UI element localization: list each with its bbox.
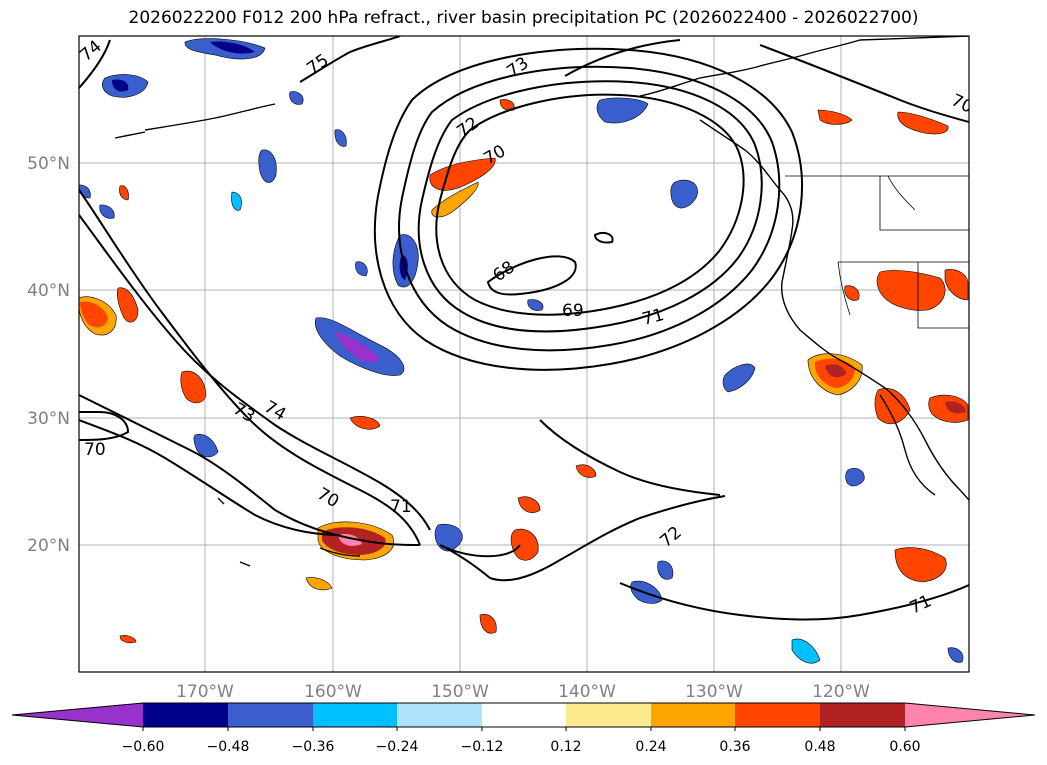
map-title: 2026022200 F012 200 hPa refract., river … (128, 8, 919, 28)
colorbar-segment (905, 703, 1035, 727)
gridlines (79, 36, 969, 672)
precip-cell-negative (193, 434, 219, 458)
contour-lines (79, 36, 969, 621)
precip-cell-negative (596, 97, 649, 124)
precip-cell-negative (258, 149, 277, 183)
colorbar-tick-label: 0.36 (719, 739, 750, 755)
precip-cell-positive (874, 388, 911, 425)
precip-cell-positive (305, 577, 333, 591)
precip-cell-positive (349, 416, 381, 430)
precip-cell-positive (876, 270, 946, 311)
precip-cell-negative (99, 204, 115, 219)
precip-cell-positive (575, 464, 597, 478)
latitude-labels: 50°N 40°N 30°N 20°N (27, 154, 70, 556)
colorbar-tick-label: 0.60 (889, 739, 920, 755)
precip-cell-positive (80, 301, 108, 328)
map-frame (78, 35, 970, 673)
colorbar-tick-label: 0.48 (804, 739, 835, 755)
colorbar-segment (482, 703, 566, 727)
precip-cell-negative (355, 261, 368, 277)
precip-cell-positive (119, 635, 137, 644)
precip-cell-positive (479, 614, 497, 634)
colorbar-segment (566, 703, 651, 727)
precip-cell-positive (510, 528, 539, 561)
precip-cell-positive (119, 185, 129, 201)
lat-label: 40°N (27, 281, 70, 301)
colorbar-segment (820, 703, 905, 727)
precip-cell-positive (499, 99, 515, 111)
precip-cell-positive (817, 109, 853, 125)
colorbar-tick-label: 0.24 (635, 739, 666, 755)
precip-cell-negative (112, 79, 129, 92)
precip-cell-negative (657, 560, 674, 580)
lon-label: 140°W (558, 682, 616, 702)
precip-cell-positive (897, 111, 949, 135)
precip-cell-negative (231, 191, 242, 211)
colorbar-segment (143, 703, 228, 727)
coastlines (114, 36, 969, 567)
precip-cell-positive (825, 364, 846, 378)
lon-label: 120°W (812, 682, 870, 702)
colorbar-segment (228, 703, 313, 727)
precip-cell-negative (527, 299, 544, 311)
precip-cell-positive (944, 269, 969, 301)
precip-cell-positive (180, 370, 207, 404)
precip-cell-positive (894, 547, 947, 583)
precip-cell-positive (517, 496, 541, 513)
colorbar-tick-label: −0.60 (122, 739, 165, 755)
lat-label: 30°N (27, 409, 70, 429)
precip-cell-negative (791, 638, 821, 664)
precip-cell-negative (210, 41, 255, 54)
precip-cell-negative (722, 363, 756, 393)
precip-cell-negative (845, 468, 865, 487)
precip-anomaly-field (79, 38, 969, 664)
lon-label: 170°W (176, 682, 234, 702)
precip-cell-negative (289, 91, 304, 105)
lat-label: 20°N (27, 536, 70, 556)
precip-cell-negative (670, 179, 698, 209)
colorbar-tick-label: −0.36 (292, 739, 335, 755)
colorbar-tick-label: 0.12 (550, 739, 581, 755)
colorbar-segment (313, 703, 397, 727)
precip-cell-negative (947, 647, 964, 663)
contour-label: 70 (948, 90, 976, 117)
colorbar: −0.60 −0.48 −0.36 −0.24 −0.12 0.12 0.24 … (11, 702, 1036, 755)
colorbar-segment (397, 703, 482, 727)
contour-label: 69 (562, 301, 584, 321)
precip-cell-negative (334, 129, 347, 147)
contour-label: 70 (84, 440, 106, 460)
precip-cell-negative (335, 332, 379, 363)
precip-cell-negative (399, 255, 408, 280)
precip-cell-positive (429, 157, 496, 191)
longitude-labels: 170°W 160°W 150°W 140°W 130°W 120°W (176, 682, 870, 702)
colorbar-tick-label: −0.24 (376, 739, 419, 755)
precip-cell-positive (844, 285, 860, 301)
colorbar-segment (735, 703, 820, 727)
colorbar-tick-label: −0.12 (461, 739, 504, 755)
colorbar-segment (12, 703, 143, 727)
lat-label: 50°N (27, 154, 70, 174)
colorbar-tick-label: −0.48 (207, 739, 250, 755)
lon-label: 150°W (431, 682, 489, 702)
political-borders (785, 175, 969, 329)
precip-cell-positive (945, 401, 966, 414)
lon-label: 160°W (304, 682, 362, 702)
contour-label: 71 (390, 497, 412, 517)
precip-cell-positive (116, 287, 139, 323)
lon-label: 130°W (685, 682, 743, 702)
colorbar-segment (651, 703, 735, 727)
